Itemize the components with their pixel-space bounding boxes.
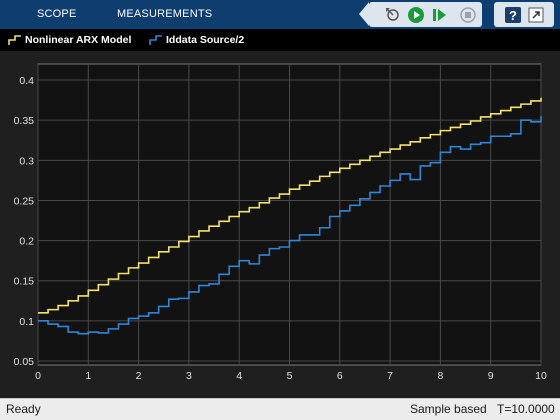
legend: Nonlinear ARX Model Iddata Source/2 [0, 29, 560, 51]
y-tick-label: 0.05 [14, 356, 35, 368]
help-icon: ? [505, 7, 521, 23]
series-nonlinear-arx [38, 97, 542, 314]
legend-entry-nonlinear-arx[interactable]: Nonlinear ARX Model [8, 33, 131, 47]
scope-display[interactable]: 0 1 2 3 4 5 6 7 8 9 10 0.05 0.1 0.15 0.2 0.25 0.3 0.35 0.4 [0, 51, 560, 398]
step-forward-button[interactable] [431, 6, 449, 24]
help-button[interactable]: ? [504, 6, 522, 24]
tab-scope[interactable]: SCOPE [37, 8, 77, 20]
y-tick-label: 0.25 [14, 195, 35, 207]
step-forward-icon [433, 9, 446, 21]
grid [37, 64, 542, 365]
undock-icon [528, 7, 544, 23]
series-layer [38, 97, 542, 335]
x-tick-label: 8 [437, 370, 443, 382]
series-iddata-source [38, 116, 542, 335]
legend-label: Nonlinear ARX Model [25, 34, 132, 46]
help-label: ? [509, 8, 517, 23]
run-icon [408, 7, 424, 23]
x-tick-label: 1 [85, 370, 91, 382]
stop-button[interactable] [459, 6, 477, 24]
step-back-button[interactable] [384, 6, 402, 24]
y-tick-label: 0.35 [14, 115, 35, 127]
x-tick-label: 4 [236, 370, 242, 382]
x-tick-label: 7 [387, 370, 393, 382]
toolstrip: SCOPE MEASUREMENTS [0, 0, 560, 29]
x-tick-label: 10 [535, 370, 547, 382]
tab-measurements[interactable]: MEASUREMENTS [117, 8, 213, 20]
run-button[interactable] [407, 6, 425, 24]
status-bar: Ready Sample based T=10.0000 [0, 398, 560, 420]
help-group: ? [494, 2, 554, 27]
legend-line-icon [8, 35, 21, 45]
x-tick-label: 2 [136, 370, 142, 382]
y-tick-label: 0.3 [19, 155, 34, 167]
legend-entry-iddata-source[interactable]: Iddata Source/2 [149, 33, 244, 47]
stop-icon [460, 7, 476, 23]
undock-button[interactable] [527, 6, 545, 24]
status-sim-time: T=10.0000 [497, 402, 555, 416]
simulation-controls [359, 2, 482, 27]
x-tick-label: 0 [35, 370, 41, 382]
status-sample-mode: Sample based [410, 402, 487, 416]
legend-label: Iddata Source/2 [166, 34, 245, 46]
step-back-icon [386, 8, 399, 21]
x-tick-label: 3 [186, 370, 192, 382]
x-tick-label: 9 [488, 370, 494, 382]
x-tick-label: 5 [287, 370, 293, 382]
y-tick-label: 0.15 [14, 276, 35, 288]
tick-labels: 0 1 2 3 4 5 6 7 8 9 10 0.05 0.1 0.15 0.2 0.25 0.3 0.35 0.4 [14, 75, 547, 382]
status-ready: Ready [6, 402, 41, 416]
x-tick-label: 6 [337, 370, 343, 382]
legend-line-icon [149, 35, 162, 45]
y-tick-label: 0.4 [19, 75, 34, 87]
y-tick-label: 0.1 [19, 316, 34, 328]
y-tick-label: 0.2 [19, 236, 34, 248]
